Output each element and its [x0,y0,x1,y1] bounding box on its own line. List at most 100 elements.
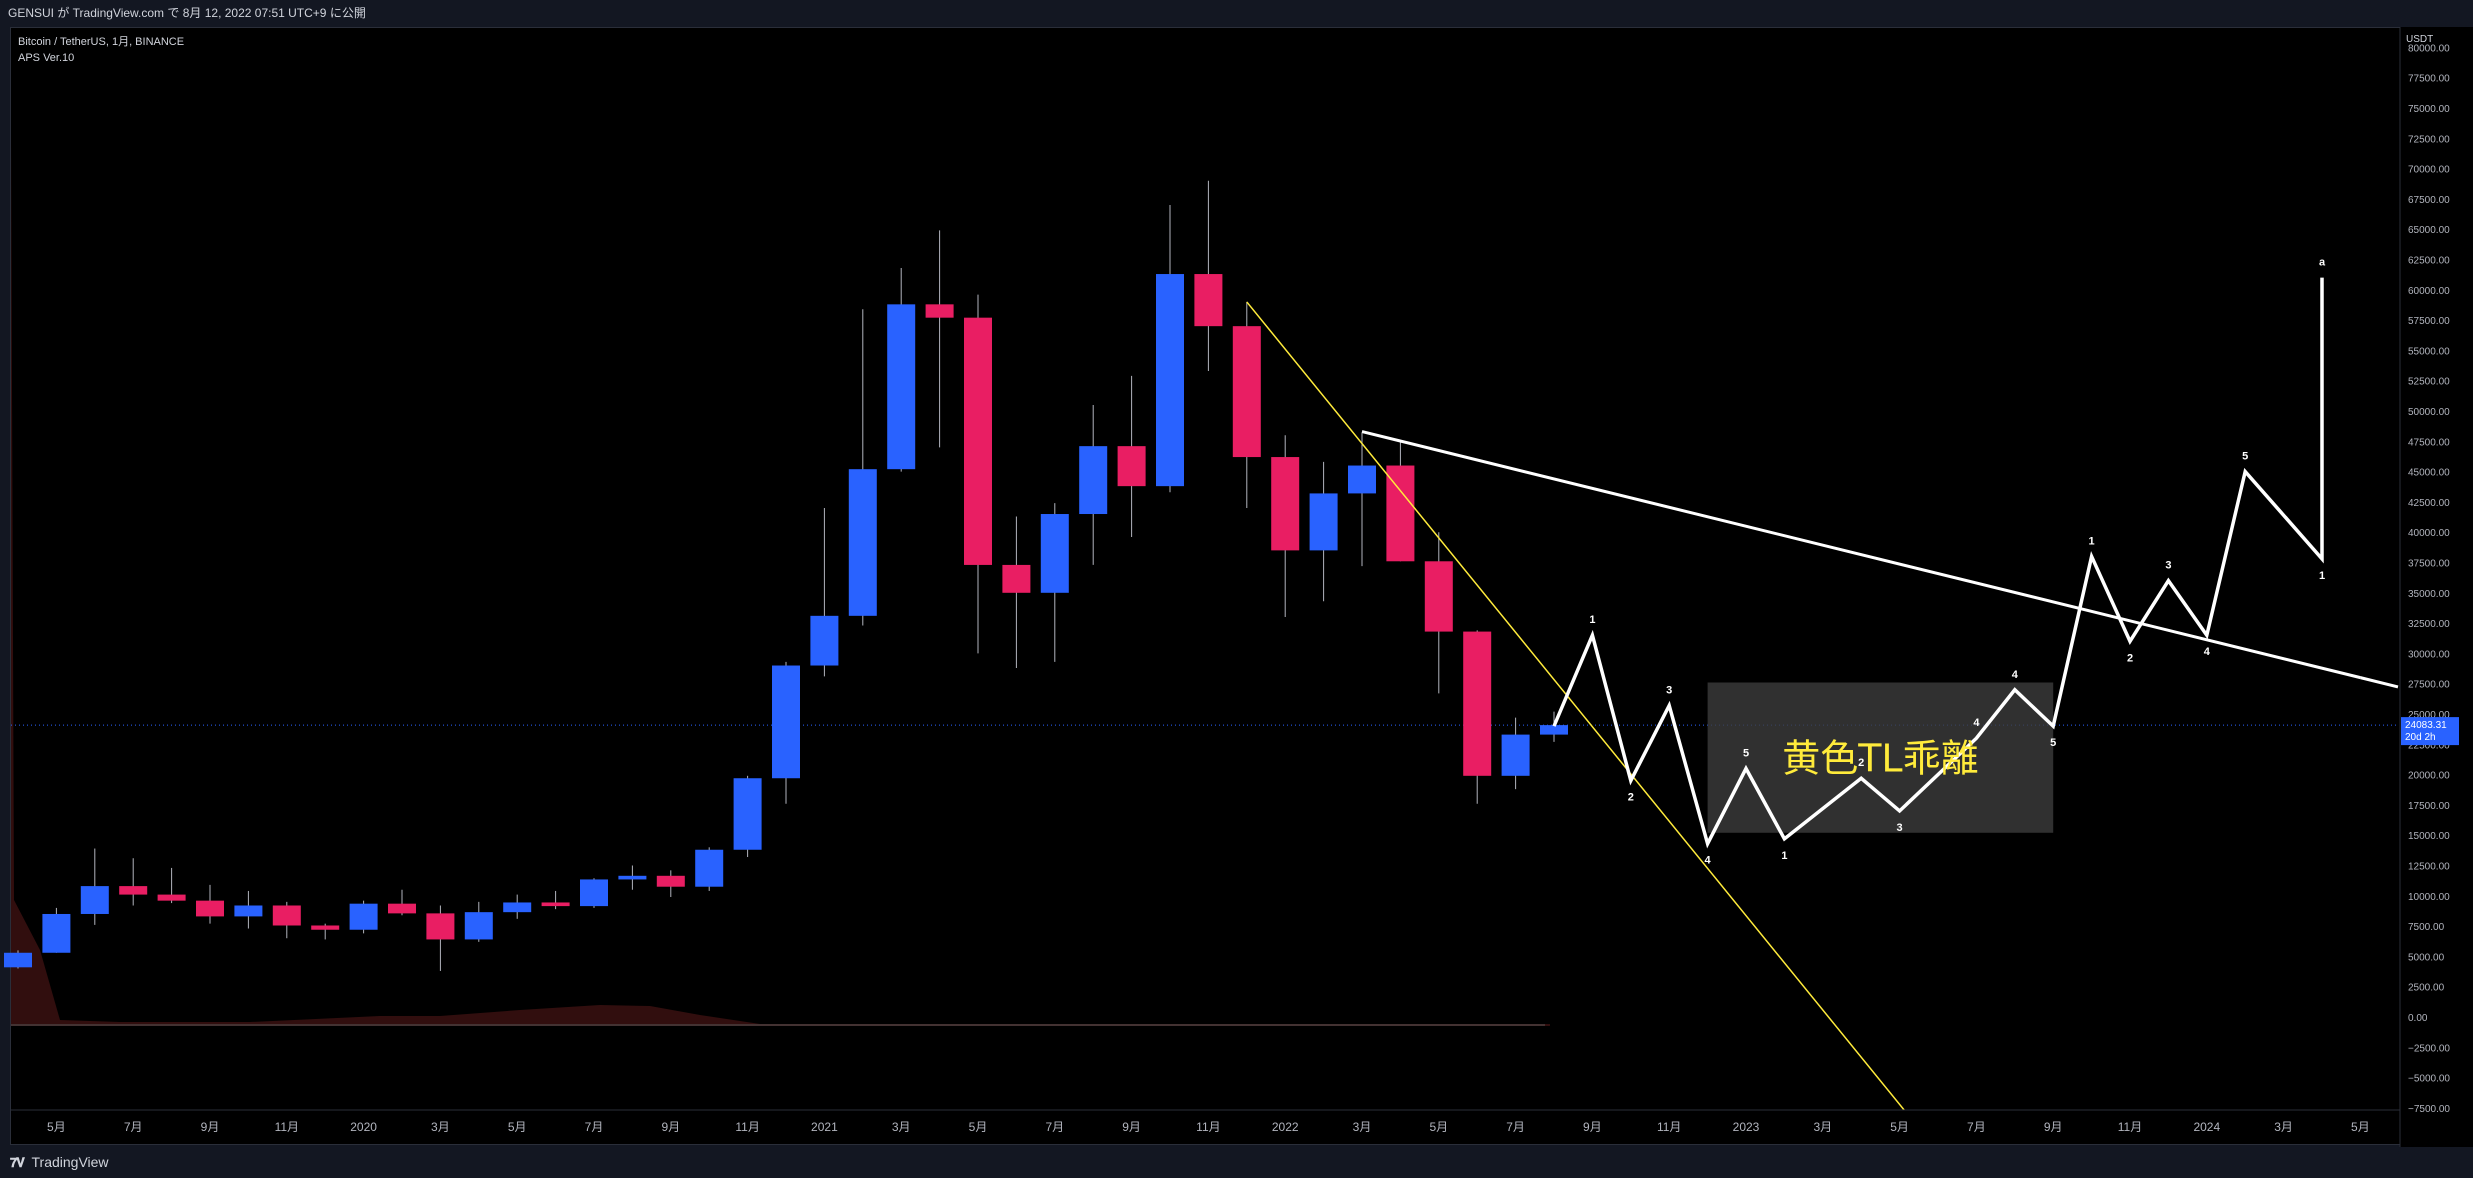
wave-label: 2 [1858,757,1864,769]
candle-body [311,925,340,930]
tradingview-logo-icon[interactable]: 𝟕𝐕 [10,1155,25,1170]
time-tick: 3月 [892,1120,911,1134]
price-tick: −2500.00 [2408,1043,2450,1054]
candle-body [1309,493,1338,551]
time-tick: 7月 [1045,1120,1064,1134]
price-tick: 30000.00 [2408,649,2450,660]
time-tick: 7月 [1967,1120,1986,1134]
indicator-title[interactable]: APS Ver.10 [18,52,75,64]
price-tick: −7500.00 [2408,1104,2450,1115]
price-tick: 70000.00 [2408,165,2450,176]
candle-body [119,886,148,895]
candle-body [157,894,186,901]
price-tick: 47500.00 [2408,437,2450,448]
candle-body [618,875,647,880]
candle-body [964,317,992,565]
time-tick: 9月 [661,1120,680,1134]
symbol-title[interactable]: Bitcoin / TetherUS, 1月, BINANCE [18,36,185,48]
wave-label: 5 [1743,748,1749,760]
wave-label: 3 [1666,685,1672,697]
candle-body [580,879,608,907]
price-tick: 10000.00 [2408,892,2450,903]
time-tick: 11月 [2118,1120,2142,1134]
wave-label: 1 [1589,614,1595,626]
price-tick: 45000.00 [2408,468,2450,479]
price-tick: 60000.00 [2408,286,2450,297]
price-tick: 72500.00 [2408,134,2450,145]
time-tick: 7月 [1506,1120,1525,1134]
candle-body [1232,326,1261,458]
countdown-label: 20d 2h [2405,732,2436,743]
current-price-badge [2401,717,2459,746]
candle-body [503,902,532,913]
price-tick: 50000.00 [2408,407,2450,418]
time-tick: 3月 [1353,1120,1372,1134]
wave-label: 1 [2089,535,2095,547]
price-tick: 27500.00 [2408,680,2450,691]
time-tick: 5月 [1429,1120,1448,1134]
candle-body [772,665,800,779]
time-tick: 2020 [350,1120,377,1134]
time-tick: 5月 [2351,1120,2370,1134]
time-tick: 5月 [969,1120,988,1134]
price-tick: 77500.00 [2408,74,2450,85]
price-tick: 32500.00 [2408,619,2450,630]
wave-label: 5 [2242,451,2248,463]
price-tick: 2500.00 [2408,983,2445,994]
price-tick: 37500.00 [2408,559,2450,570]
divergence-box [1707,682,2054,833]
price-tick: 57500.00 [2408,316,2450,327]
publish-header: GENSUI が TradingView.com で 8月 12, 2022 0… [0,0,2473,27]
time-tick: 3月 [2274,1120,2293,1134]
time-tick: 11月 [1657,1120,1681,1134]
price-tick: 80000.00 [2408,43,2450,54]
wave-label: 3 [1897,822,1903,834]
wave-label: 1 [1781,850,1787,862]
wave-label: 3 [2165,560,2171,572]
wave-label: 5 [2050,737,2056,749]
candle-body [196,900,224,917]
wave-label: a [2319,257,2326,269]
candle-body [80,886,109,914]
wave-label: 2 [2127,652,2133,664]
candle-body [1002,564,1031,593]
price-tick: 7500.00 [2408,922,2445,933]
candle-body [810,615,839,666]
indicator-area [11,130,1550,1026]
time-tick: 11月 [275,1120,299,1134]
price-tick: 67500.00 [2408,195,2450,206]
price-axis-currency: USDT [2406,34,2433,45]
time-tick: 3月 [431,1120,450,1134]
price-tick: −5000.00 [2408,1074,2450,1085]
time-tick: 9月 [1122,1120,1141,1134]
price-tick: 5000.00 [2408,952,2445,963]
time-tick: 5月 [508,1120,527,1134]
time-tick: 9月 [1583,1120,1602,1134]
chart-frame[interactable] [10,27,2464,1145]
price-tick: 62500.00 [2408,256,2450,267]
candle-body [1348,465,1376,494]
candle-body [426,913,455,940]
candle-body [4,952,32,968]
candle-body [1079,446,1108,515]
candle-body [887,304,916,470]
wave-label: 4 [2204,646,2211,658]
candle-body [1040,514,1069,593]
price-tick: 15000.00 [2408,831,2450,842]
candle-body [388,903,416,914]
price-axis-panel [2400,27,2473,1147]
time-tick: 5月 [1890,1120,1909,1134]
time-tick: 2021 [811,1120,838,1134]
wave-label: 2 [1628,792,1634,804]
time-tick: 2023 [1733,1120,1760,1134]
price-tick: 12500.00 [2408,862,2450,873]
wave-label: 4 [1973,717,1980,729]
candle-body [1424,561,1453,632]
candle-body [1463,631,1492,776]
candle-body [1501,734,1530,776]
candle-body [925,304,954,318]
price-tick: 55000.00 [2408,346,2450,357]
price-tick: 20000.00 [2408,771,2450,782]
brand-label[interactable]: TradingView [31,1154,109,1170]
